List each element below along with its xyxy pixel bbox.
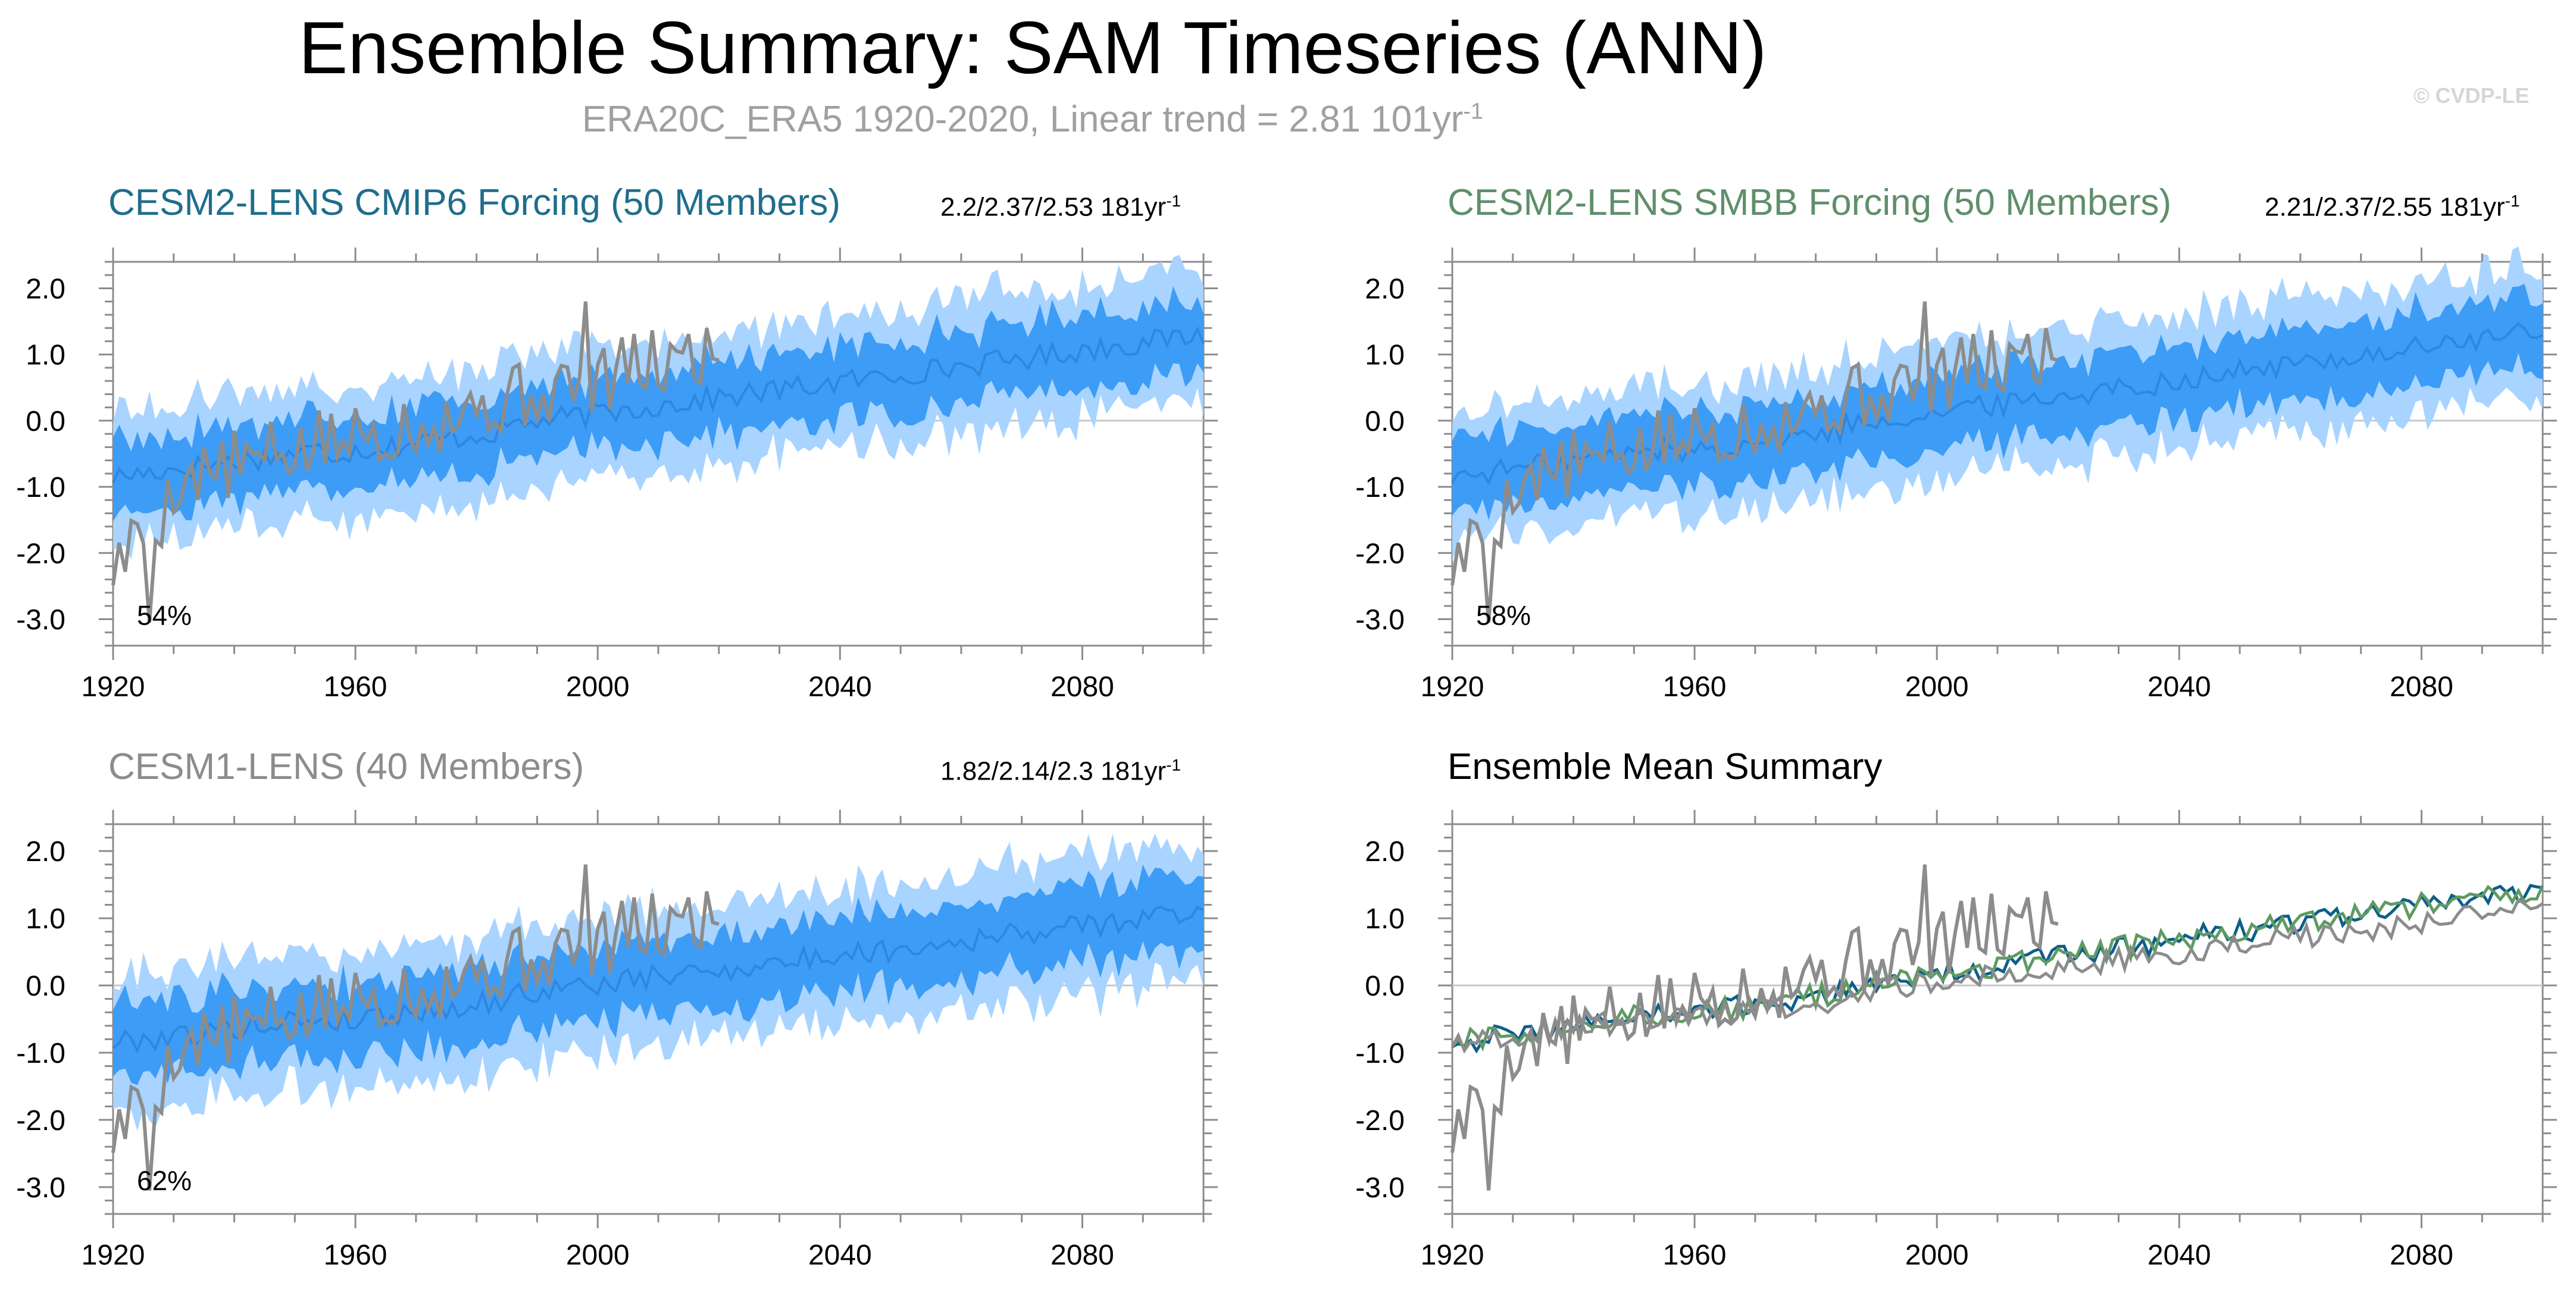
- panel-title-cmip6: CESM2-LENS CMIP6 Forcing (50 Members): [108, 182, 840, 223]
- chart-panel-smbb: 1920 1960 2000 2040 2080 2.0 1.0 0.0 -1.0 -2.0 -3.…: [1355, 246, 2557, 703]
- y-tick-label: 0.0: [26, 406, 65, 437]
- panel-title-smbb: CESM2-LENS SMBB Forcing (50 Members): [1448, 182, 2172, 223]
- x-tick-label: 1960: [324, 1240, 387, 1271]
- y-tick-label: 2.0: [1365, 273, 1405, 305]
- x-tick-label: 2040: [2147, 1240, 2211, 1271]
- y-tick-label: 0.0: [1365, 406, 1405, 437]
- figure-subtitle: ERA20C_ERA5 1920-2020, Linear trend = 2.…: [0, 98, 2065, 140]
- ensemble-mean-line: [112, 905, 1204, 1054]
- x-tick-label: 2000: [1905, 671, 1969, 703]
- y-tick-label: 2.0: [26, 273, 65, 305]
- stats-text-smbb: 2.21/2.37/2.55 181yr: [2265, 192, 2505, 222]
- y-tick-label: 1.0: [26, 903, 65, 935]
- figure-title: Ensemble Summary: SAM Timeseries (ANN): [298, 7, 1767, 89]
- observation-line: [111, 301, 720, 623]
- x-tick-label: 2080: [2390, 1240, 2453, 1271]
- percent-label: 54%: [137, 600, 192, 631]
- x-tick-label: 2080: [2390, 671, 2453, 703]
- x-tick-label: 1920: [1421, 671, 1484, 703]
- x-tick-label: 2040: [808, 1240, 872, 1271]
- y-tick-label: -1.0: [1355, 1038, 1405, 1069]
- ensemble-mean-line: [1451, 322, 2543, 486]
- subtitle-exponent: -1: [1463, 99, 1484, 124]
- x-tick-label: 1960: [324, 671, 387, 703]
- ensemble-mean-line-cesm1: [1450, 897, 2544, 1054]
- y-tick-label: -3.0: [16, 605, 65, 636]
- percent-label: 58%: [1476, 600, 1531, 631]
- x-tick-label: 1960: [1663, 671, 1727, 703]
- y-tick-label: -3.0: [1355, 1172, 1405, 1204]
- panel-title-ensemble-mean: Ensemble Mean Summary: [1448, 746, 1883, 787]
- x-tick-label: 2000: [566, 671, 630, 703]
- observation-line: [1450, 864, 2059, 1191]
- x-tick-label: 1920: [1421, 1240, 1484, 1271]
- observation-line: [1450, 301, 2059, 623]
- x-tick-label: 1920: [82, 671, 145, 703]
- stats-exp-cesm1: -1: [1166, 756, 1181, 774]
- y-tick-label: 2.0: [26, 836, 65, 868]
- x-tick-label: 2000: [566, 1240, 630, 1271]
- y-tick-label: 1.0: [26, 340, 65, 371]
- y-tick-label: -1.0: [16, 472, 65, 503]
- panel-stats-cesm1: 1.82/2.14/2.3 181yr-1: [940, 756, 1181, 787]
- y-tick-label: -3.0: [1355, 605, 1405, 636]
- stats-text-cesm1: 1.82/2.14/2.3 181yr: [940, 756, 1167, 786]
- chart-panel-ensemble-mean: 1920 1960 2000 2040 2080 2.0 1.0 0.0 -1.0 -2.0 -3.…: [1355, 810, 2557, 1271]
- y-tick-label: -1.0: [1355, 472, 1405, 503]
- y-tick-label: -3.0: [16, 1172, 65, 1204]
- ensemble-inner-band: [113, 286, 1203, 521]
- y-tick-label: -2.0: [1355, 1105, 1405, 1137]
- ensemble-inner-band: [1452, 284, 2543, 520]
- x-tick-label: 2040: [808, 671, 872, 703]
- subtitle-text: ERA20C_ERA5 1920-2020, Linear trend = 2.…: [582, 99, 1464, 140]
- x-tick-label: 2080: [1051, 671, 1114, 703]
- y-tick-label: 0.0: [1365, 971, 1405, 1002]
- stats-text-cmip6: 2.2/2.37/2.53 181yr: [940, 192, 1167, 222]
- y-tick-label: 1.0: [1365, 340, 1405, 371]
- y-tick-label: 2.0: [1365, 836, 1405, 868]
- copyright-label: © CVDP-LE: [2414, 83, 2530, 108]
- stats-exp-smbb: -1: [2505, 192, 2520, 210]
- y-tick-label: -1.0: [16, 1038, 65, 1069]
- x-tick-label: 2000: [1905, 1240, 1969, 1271]
- y-tick-label: -2.0: [1355, 538, 1405, 569]
- y-tick-label: 0.0: [26, 971, 65, 1002]
- y-tick-label: -2.0: [16, 538, 65, 569]
- x-tick-label: 1960: [1663, 1240, 1727, 1271]
- panel-title-cesm1: CESM1-LENS (40 Members): [108, 746, 584, 787]
- ensemble-mean-line-smbb: [1451, 884, 2544, 1052]
- observation-line: [111, 864, 720, 1191]
- x-tick-label: 2040: [2147, 671, 2211, 703]
- chart-panel-cmip6: 1920 1960 2000 2040 2080 2.0 1.0 0.0 -1.0 -2.0 -3.…: [16, 248, 1218, 703]
- y-tick-label: -2.0: [16, 1105, 65, 1137]
- panel-stats-smbb: 2.21/2.37/2.55 181yr-1: [2265, 192, 2520, 223]
- x-tick-label: 1920: [82, 1240, 145, 1271]
- x-tick-label: 2080: [1051, 1240, 1114, 1271]
- y-tick-label: 1.0: [1365, 903, 1405, 935]
- percent-label: 62%: [137, 1165, 192, 1196]
- chart-panel-cesm1: 1920 1960 2000 2040 2080 2.0 1.0 0.0 -1.0 -2.0 -3.…: [16, 810, 1218, 1271]
- panel-stats-cmip6: 2.2/2.37/2.53 181yr-1: [940, 192, 1181, 223]
- stats-exp-cmip6: -1: [1166, 192, 1181, 210]
